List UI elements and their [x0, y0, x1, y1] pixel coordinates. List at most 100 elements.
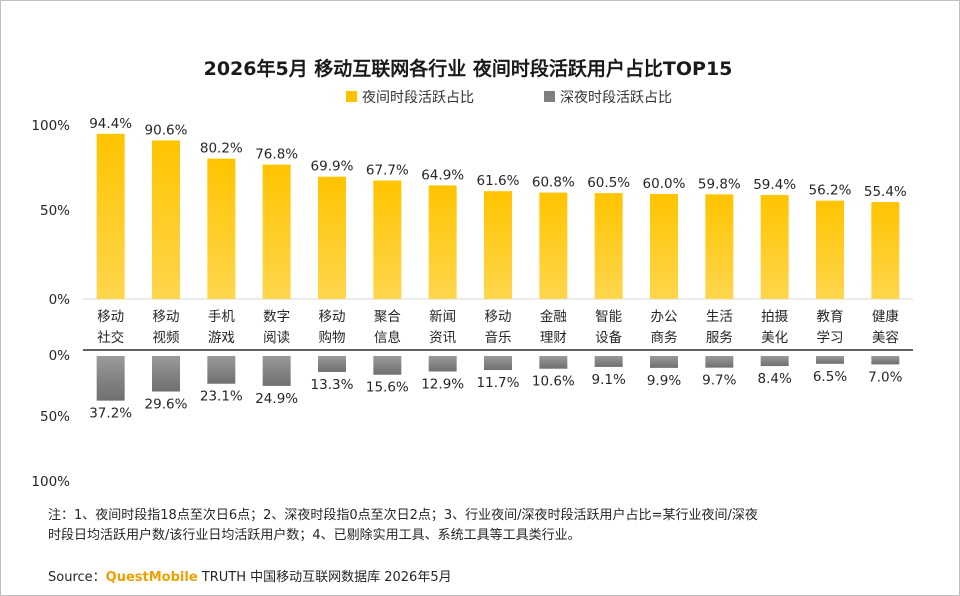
night-bar	[871, 202, 900, 299]
top-axis-tick-50: 50%	[40, 203, 70, 219]
night-bar	[816, 200, 844, 299]
late-night-bar	[373, 356, 402, 375]
late-night-value-label: 10.6%	[532, 374, 575, 390]
category-label-line2: 游戏	[208, 330, 235, 346]
category-label-line2: 信息	[374, 329, 401, 346]
category-label-line2: 商务	[651, 330, 678, 346]
late-night-bar	[207, 356, 236, 384]
category-label-line2: 美容	[872, 329, 899, 346]
legend-swatch-late-night	[544, 91, 555, 102]
late-night-bar	[650, 356, 678, 368]
night-value-label: 56.2%	[809, 183, 852, 199]
night-bar	[539, 192, 568, 299]
night-value-label: 94.4%	[89, 116, 132, 132]
category-label-line2: 资讯	[429, 330, 456, 346]
night-bar	[594, 193, 623, 299]
category-label-line1: 手机	[208, 309, 235, 325]
night-bar	[428, 185, 457, 299]
category-label-line2: 服务	[706, 330, 733, 346]
category-label-line2: 美化	[761, 330, 788, 346]
late-night-bar	[96, 356, 125, 401]
late-night-value-label: 9.7%	[702, 373, 736, 389]
night-value-label: 55.4%	[864, 184, 907, 200]
late-night-bar	[262, 356, 291, 386]
late-night-bar	[816, 356, 844, 364]
late-night-value-label: 9.1%	[592, 372, 626, 388]
legend: 夜间时段活跃占比 深夜时段活跃占比	[346, 90, 672, 106]
category-label-line2: 学习	[817, 330, 844, 346]
category-label-line1: 金融	[540, 309, 567, 325]
late-night-value-label: 7.0%	[868, 369, 902, 385]
top-y-axis: 100% 50% 0%	[31, 118, 70, 308]
night-value-label: 76.8%	[255, 147, 298, 163]
category-label-line1: 拍摄	[761, 309, 788, 325]
late-night-bar	[705, 356, 734, 368]
footnote-line-2: 时段日均活跃用户数/该行业日均活跃用户数；4、已剔除实用工具、系统工具等工具类行…	[48, 528, 581, 543]
category-label-line1: 健康	[872, 308, 899, 325]
legend-swatch-night	[346, 91, 357, 102]
late-night-value-label: 8.4%	[758, 371, 792, 387]
category-label-line1: 移动	[485, 309, 512, 325]
night-bar	[705, 194, 734, 299]
source-line: Source：QuestMobile TRUTH 中国移动互联网数据库 2026…	[48, 566, 452, 585]
category-label-line1: 智能	[595, 309, 622, 325]
night-bar	[96, 133, 125, 299]
category-label-line2: 阅读	[263, 330, 290, 346]
late-night-bars: 37.2% 29.6% 23.1% 24.9% 13.3% 15.6% 12.9% 11.7%…	[89, 356, 903, 422]
night-value-label: 64.9%	[421, 167, 464, 183]
legend-label-late-night: 深夜时段活跃占比	[560, 90, 672, 106]
late-night-bar	[594, 356, 623, 367]
late-night-bar	[760, 356, 789, 367]
category-label-line1: 移动	[97, 309, 124, 325]
late-night-value-label: 24.9%	[255, 391, 298, 407]
night-value-label: 69.9%	[311, 159, 354, 175]
category-label-line1: 新闻	[429, 309, 456, 325]
category-label-line1: 移动	[319, 309, 346, 325]
source-brand: QuestMobile	[105, 570, 198, 585]
late-night-bar	[428, 356, 457, 372]
category-label-line2: 购物	[319, 330, 346, 346]
night-bars: 94.4% 90.6% 80.2% 76.8% 69.9% 67.7% 64.9% 61.6%…	[89, 116, 907, 299]
source-prefix: Source：	[48, 570, 106, 585]
night-value-label: 59.4%	[753, 177, 796, 193]
category-label-line2: 设备	[595, 329, 622, 346]
category-label-line2: 社交	[97, 329, 124, 346]
late-night-bar	[484, 356, 512, 371]
night-value-label: 59.8%	[698, 176, 741, 192]
night-value-label: 60.0%	[643, 176, 686, 192]
late-night-value-label: 37.2%	[89, 406, 132, 422]
late-night-value-label: 15.6%	[366, 380, 409, 396]
late-night-bar	[152, 356, 180, 392]
source-rest: TRUTH 中国移动互联网数据库 2026年5月	[197, 570, 452, 585]
category-label-line1: 聚合	[374, 309, 401, 325]
night-value-label: 60.5%	[587, 175, 630, 191]
bottom-axis-tick-50: 50%	[40, 409, 70, 425]
bottom-y-axis: 0% 50% 100%	[31, 348, 70, 490]
category-label-line1: 办公	[651, 309, 679, 325]
night-bar	[373, 180, 402, 299]
night-bar	[318, 176, 346, 299]
late-night-value-label: 11.7%	[477, 375, 520, 391]
night-bar	[207, 158, 236, 299]
night-value-label: 67.7%	[366, 163, 409, 179]
night-bar	[484, 191, 512, 299]
late-night-value-label: 12.9%	[421, 376, 464, 392]
category-label-line2: 视频	[153, 330, 180, 346]
late-night-bar	[318, 356, 346, 372]
night-bar	[650, 194, 678, 299]
chart-title: 2026年5月 移动互联网各行业 夜间时段活跃用户占比TOP15	[204, 57, 733, 80]
late-night-bar	[871, 356, 900, 365]
chart: 2026年5月 移动互联网各行业 夜间时段活跃用户占比TOP15 夜间时段活跃占…	[31, 57, 913, 490]
category-label-line2: 理财	[540, 330, 567, 346]
top-axis-tick-100: 100%	[31, 118, 70, 134]
night-value-label: 90.6%	[145, 122, 188, 138]
late-night-value-label: 29.6%	[145, 397, 188, 413]
bottom-axis-tick-0: 0%	[49, 348, 71, 364]
late-night-value-label: 13.3%	[311, 377, 354, 393]
night-value-label: 61.6%	[477, 173, 520, 189]
bottom-axis-tick-100: 100%	[31, 474, 70, 490]
night-bar	[760, 195, 789, 299]
late-night-value-label: 23.1%	[200, 389, 243, 405]
late-night-bar	[539, 356, 568, 369]
